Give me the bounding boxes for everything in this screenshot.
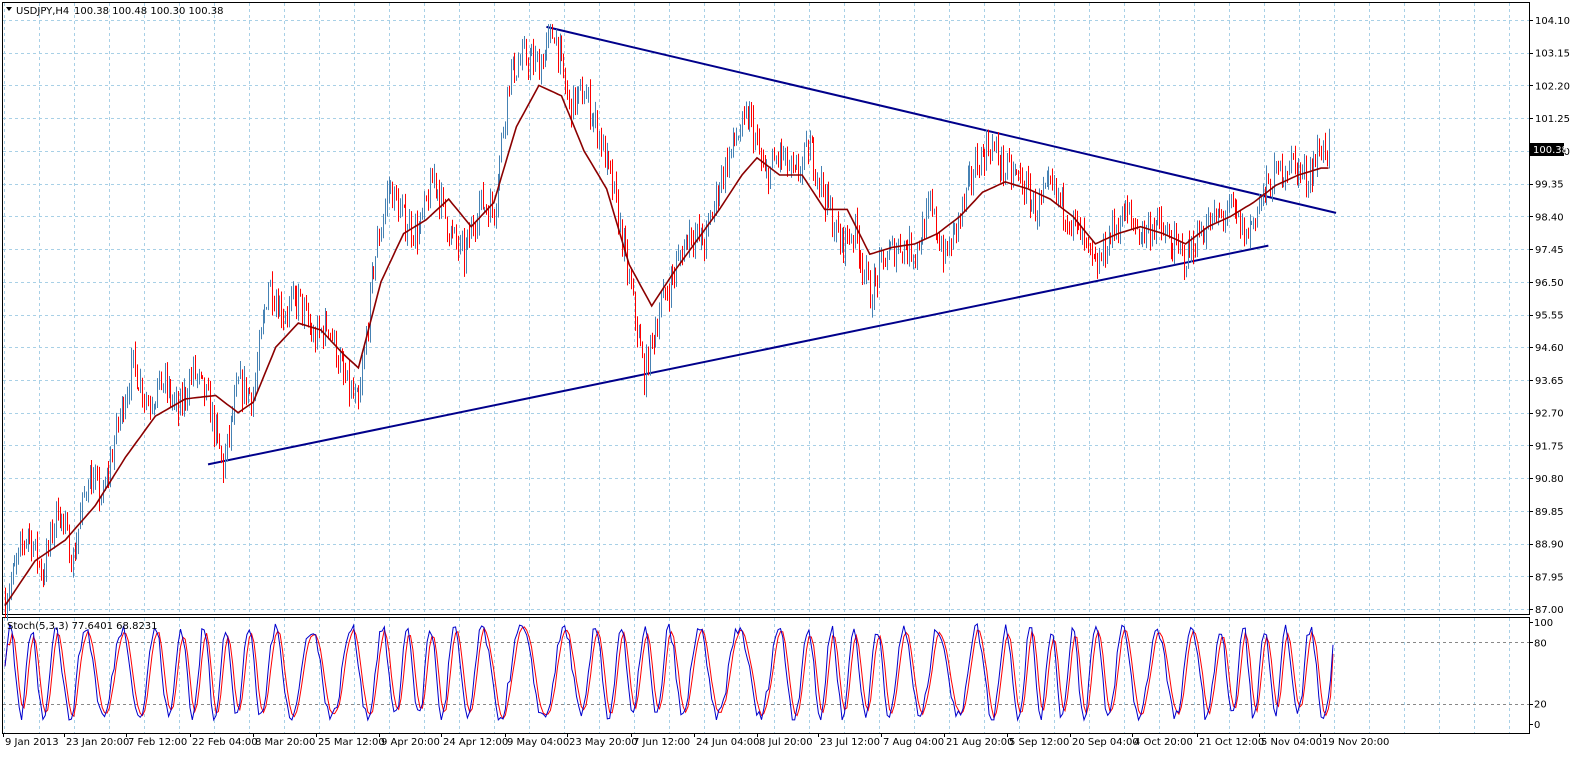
current-price-label: 100.38 — [1533, 145, 1568, 156]
trendline — [207, 244, 1269, 466]
time-tick-label: 23 Jan 20:00 — [66, 737, 129, 748]
price-tick-label: 104.10 — [1535, 16, 1570, 27]
time-tick-label: 19 Nov 20:00 — [1322, 737, 1389, 748]
symbol-label: USDJPY,H4 — [16, 6, 69, 17]
time-tick-label: 9 Apr 20:00 — [381, 737, 440, 748]
price-tick-label: 90.80 — [1535, 474, 1564, 485]
time-tick-label: 8 Jul 20:00 — [759, 737, 813, 748]
time-tick-label: 21 Oct 12:00 — [1199, 737, 1264, 748]
price-tick-label: 93.65 — [1535, 376, 1564, 387]
time-tick-label: 9 May 04:00 — [507, 737, 569, 748]
time-tick-label: 21 Aug 20:00 — [946, 737, 1013, 748]
price-tick-label: 97.45 — [1535, 245, 1564, 256]
ohlc-label: 100.38 100.48 100.30 100.38 — [74, 6, 224, 17]
price-tick-label: 89.85 — [1535, 507, 1564, 518]
candle-layer — [5, 23, 1330, 621]
stoch-signal-line — [4, 626, 1334, 720]
time-tick-label: 22 Feb 04:00 — [192, 737, 258, 748]
main-panel-frame — [2, 2, 1530, 615]
price-tick-label: 94.60 — [1535, 343, 1564, 354]
time-tick-label: 23 May 20:00 — [569, 737, 638, 748]
time-tick-label: 8 Mar 20:00 — [255, 737, 315, 748]
time-tick-label: 7 Feb 12:00 — [128, 737, 187, 748]
moving-average-layer — [4, 84, 1329, 607]
grid-layer — [3, 3, 1529, 733]
price-tick-label: 87.95 — [1535, 572, 1564, 583]
time-tick-label: 7 Aug 04:00 — [883, 737, 944, 748]
moving-average-line — [4, 84, 1329, 607]
time-tick-label: 25 Mar 12:00 — [318, 737, 385, 748]
stoch-tick-label: 80 — [1534, 638, 1547, 649]
time-tick-label: 5 Sep 12:00 — [1009, 737, 1069, 748]
stochastic-layer — [4, 623, 1334, 722]
trendline — [546, 25, 1337, 214]
dropdown-arrow-icon[interactable] — [6, 7, 12, 11]
price-tick-label: 87.00 — [1535, 605, 1564, 616]
stoch-panel-frame — [2, 617, 1530, 734]
time-tick-label: 4 Oct 20:00 — [1134, 737, 1193, 748]
price-tick-label: 95.55 — [1535, 311, 1564, 322]
time-tick-label: 5 Nov 04:00 — [1261, 737, 1322, 748]
price-tick-label: 98.40 — [1535, 212, 1564, 223]
stoch-axis: 100 80 20 0 — [1529, 618, 1553, 731]
price-tick-label: 91.75 — [1535, 441, 1564, 452]
current-price-tag — [1530, 143, 1564, 156]
stoch-main-line — [4, 623, 1334, 722]
price-tick-label: 101.25 — [1535, 114, 1570, 125]
price-tick-label: 103.15 — [1535, 49, 1570, 60]
time-tick-label: 24 Apr 12:00 — [443, 737, 508, 748]
time-tick-label: 24 Jun 04:00 — [696, 737, 760, 748]
price-axis: 104.10103.15102.20101.25100.3099.3598.40… — [1529, 16, 1570, 616]
time-tick-label: 7 Jun 12:00 — [633, 737, 690, 748]
time-tick-label: 20 Sep 04:00 — [1072, 737, 1139, 748]
stoch-tick-label: 0 — [1534, 720, 1540, 731]
price-tick-label: 102.20 — [1535, 81, 1570, 92]
price-tick-label: 92.70 — [1535, 409, 1564, 420]
price-tick-label: 96.50 — [1535, 278, 1564, 289]
trendline-layer — [207, 25, 1337, 466]
stoch-title: Stoch(5,3,3) 77.6401 68.8231 — [7, 621, 158, 632]
stoch-tick-label: 100 — [1534, 618, 1553, 629]
stoch-tick-label: 20 — [1534, 700, 1547, 711]
time-axis: 9 Jan 2013 23 Jan 20:007 Feb 12:00 22 Feb … — [3, 733, 1389, 748]
price-tick-label: 88.90 — [1535, 540, 1564, 551]
time-tick-label: 9 Jan 2013 — [5, 737, 59, 748]
time-tick-label: 23 Jul 12:00 — [820, 737, 880, 748]
price-tick-label: 99.35 — [1535, 180, 1564, 191]
